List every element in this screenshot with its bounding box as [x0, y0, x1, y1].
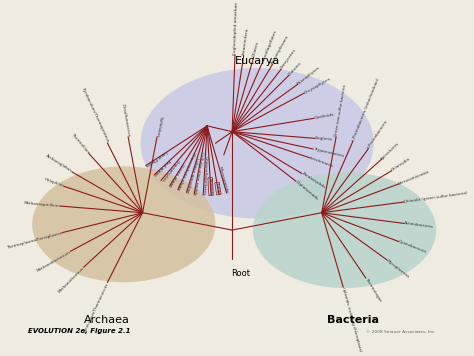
Text: Microsporida: Microsporida: [218, 166, 228, 193]
Text: Cellular slime molds: Cellular slime molds: [192, 150, 204, 194]
Text: Glaucophyte algae: Glaucophyte algae: [176, 151, 196, 190]
Text: Cyanobacteria: Cyanobacteria: [398, 240, 428, 255]
Text: e-Proteobacteria (mitochondrion): e-Proteobacteria (mitochondrion): [351, 77, 381, 142]
Text: Red algae: Red algae: [153, 158, 171, 176]
Text: Diplomonads: Diplomonads: [295, 180, 319, 201]
Text: Euglena: Euglena: [315, 136, 333, 142]
Text: Euglenobiphid amoebae: Euglenobiphid amoebae: [233, 1, 239, 55]
Text: Parabasalids: Parabasalids: [301, 172, 326, 190]
Text: Actinobacteria: Actinobacteria: [404, 221, 434, 230]
Text: Thermofilum: Thermofilum: [71, 132, 91, 155]
Text: Thermotogae: Thermotogae: [364, 277, 382, 303]
Text: Land Plants: Land Plants: [145, 150, 167, 167]
Ellipse shape: [32, 166, 216, 282]
Text: Methanobacterium: Methanobacterium: [36, 250, 72, 272]
Text: Pyrobaculum/Thermoproteus: Pyrobaculum/Thermoproteus: [80, 88, 109, 144]
Text: Bacteria: Bacteria: [327, 315, 379, 325]
Text: Thermoplasma/Ferroplasma: Thermoplasma/Ferroplasma: [6, 231, 63, 250]
Text: Lobose amoebae: Lobose amoebae: [184, 157, 199, 193]
Text: Desulfurococcus: Desulfurococcus: [120, 103, 130, 137]
Text: Dinoflagellates: Dinoflagellates: [262, 29, 277, 61]
Text: Chlorobi (green sulfur bacteria): Chlorobi (green sulfur bacteria): [404, 191, 468, 204]
Text: (plastids, including chloroplasts): (plastids, including chloroplasts): [341, 287, 362, 352]
Text: Pyrococcus/Thermococcus: Pyrococcus/Thermococcus: [82, 282, 109, 333]
Text: Eucarya: Eucarya: [235, 56, 280, 66]
Text: Halophiles: Halophiles: [44, 177, 65, 188]
Text: Chlamydia: Chlamydia: [391, 157, 411, 172]
Text: © 2008 Sinauer Associates, Inc.: © 2008 Sinauer Associates, Inc.: [366, 330, 436, 334]
Text: Methanospirillum: Methanospirillum: [24, 201, 60, 208]
Text: Green non-sulfur bacteria: Green non-sulfur bacteria: [334, 84, 347, 137]
Text: Mycoplasmas: Mycoplasmas: [386, 258, 410, 279]
Text: Oomycetes: Oomycetes: [280, 48, 297, 70]
Text: a-Proteobacteria: a-Proteobacteria: [366, 120, 389, 150]
Text: Animals: Animals: [208, 178, 213, 195]
Text: Charophytes: Charophytes: [159, 158, 180, 182]
Text: Archaeoglobus: Archaeoglobus: [45, 154, 73, 174]
Text: Leishmania: Leishmania: [310, 156, 334, 168]
Text: Archaea: Archaea: [84, 315, 130, 325]
Text: Trypanosomes: Trypanosomes: [313, 147, 344, 158]
Text: Phaeophytes: Phaeophytes: [297, 65, 321, 86]
Text: Sulfolobus: Sulfolobus: [155, 115, 163, 137]
Ellipse shape: [140, 68, 374, 219]
Text: Fungi: Fungi: [215, 182, 221, 195]
Text: Root: Root: [231, 269, 250, 278]
Text: Chrysophytes: Chrysophytes: [303, 77, 331, 95]
Ellipse shape: [253, 172, 436, 288]
Text: Opalinids: Opalinids: [314, 113, 335, 120]
Text: Verrucomicrobia: Verrucomicrobia: [398, 169, 431, 186]
Text: Green algae: Green algae: [168, 162, 185, 187]
Text: Apicomplexans: Apicomplexans: [271, 35, 290, 65]
Text: Ciliates: Ciliates: [252, 41, 260, 58]
Text: Methanothermus: Methanothermus: [57, 266, 85, 293]
Text: Spirochetes: Spirochetes: [380, 141, 401, 161]
Text: Diatoms: Diatoms: [287, 61, 302, 77]
Text: EVOLUTION 2e, Figure 2.1: EVOLUTION 2e, Figure 2.1: [28, 328, 130, 334]
Text: Foraminifera: Foraminifera: [242, 28, 249, 56]
Text: Choanoflagellates: Choanoflagellates: [201, 156, 207, 195]
